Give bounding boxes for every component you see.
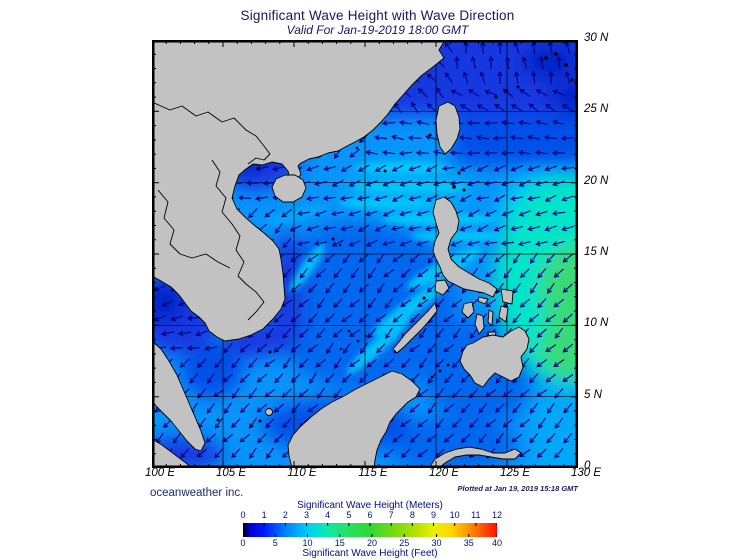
island-dot (554, 52, 558, 56)
island-dot (564, 63, 568, 67)
meters-tick-label: 8 (409, 510, 415, 520)
island-dot (355, 146, 359, 150)
island-dot (383, 169, 387, 173)
island-dot (516, 85, 520, 89)
lat-axis-label: 5 N (584, 388, 602, 401)
feet-tick-label: 25 (399, 538, 410, 548)
land-masbate (477, 296, 489, 305)
feet-tick-label: 0 (240, 538, 246, 548)
legend-title-feet: Significant Wave Height (Feet) (302, 548, 438, 559)
lat-axis-label: 10 N (584, 317, 609, 330)
lat-axis-label: 15 N (584, 245, 609, 258)
land-leyte (498, 305, 509, 323)
lon-axis-label: 115 E (358, 467, 388, 479)
meters-tick-label: 9 (430, 510, 437, 520)
land-palawan (392, 302, 438, 354)
lon-axis-label: 125 E (499, 467, 531, 479)
island-dot (457, 171, 461, 175)
land-negros (474, 313, 485, 335)
lat-axis-label: 30 N (584, 32, 609, 44)
feet-tick-label: 40 (491, 538, 503, 548)
chart-title: Significant Wave Height with Wave Direct… (240, 8, 515, 23)
land-taiwan (435, 101, 461, 155)
meters-tick-label: 0 (240, 510, 246, 520)
meters-tick-label: 6 (367, 510, 373, 520)
land-sulawesi (428, 446, 522, 468)
island-dot (258, 419, 262, 423)
meters-tick-label: 3 (303, 510, 310, 520)
lon-axis-label: 130 E (570, 467, 602, 479)
lon-axis-label: 100 E (144, 467, 176, 479)
island-dot (438, 369, 442, 373)
feet-tick-label: 10 (302, 538, 313, 548)
map-border (152, 40, 578, 468)
meters-tick-label: 2 (282, 510, 288, 520)
island-dot (446, 363, 450, 367)
meters-tick-label: 10 (449, 510, 460, 520)
land-malay-peninsula (152, 340, 206, 452)
island-dot (505, 89, 509, 93)
meters-tick-label: 11 (471, 510, 481, 520)
colorbar-gradient (243, 523, 497, 537)
island-dot (364, 334, 368, 338)
island-dot (452, 185, 456, 189)
land-natuna (265, 408, 273, 416)
lat-axis-label: 0 (584, 459, 591, 472)
country-border-laos-cambodia (211, 159, 265, 321)
lon-axis-label: 120 E (428, 467, 460, 479)
land-masses (152, 40, 530, 468)
feet-tick-label: 35 (463, 538, 474, 548)
meters-tick-label: 12 (491, 510, 503, 520)
credit-text: oceanweather inc. (150, 487, 244, 499)
lon-axis-label: 110 E (287, 467, 317, 479)
island-dot (428, 133, 432, 137)
island-dot (356, 339, 360, 343)
land-hainan (271, 174, 307, 203)
land-panay (461, 301, 475, 319)
island-dot (331, 237, 335, 241)
island-dot (338, 243, 342, 247)
island-dot (347, 329, 351, 333)
land-sumatra (152, 438, 193, 468)
lat-axis-label: 20 N (584, 174, 609, 187)
lon-axis-label: 105 E (215, 467, 247, 479)
island-dot (249, 424, 253, 428)
plotted-timestamp: Plotted at Jan 19, 2019 15:18 GMT (457, 484, 578, 493)
island-dot (216, 418, 220, 422)
land-luzon (432, 196, 498, 298)
land-mindanao (459, 326, 530, 388)
legend-title-meters: Significant Wave Height (Meters) (297, 500, 443, 511)
land-samar (500, 288, 514, 305)
island-dot (422, 296, 426, 300)
island-dot (430, 375, 434, 379)
island-dot (570, 78, 574, 82)
island-dot (462, 188, 466, 192)
meters-tick-label: 4 (325, 510, 331, 520)
feet-tick-label: 20 (367, 538, 378, 548)
land-mindoro (434, 279, 450, 296)
feet-tick-label: 5 (272, 538, 278, 548)
colorbar (243, 523, 497, 537)
land-borneo (287, 370, 421, 468)
meters-tick-label: 5 (346, 510, 352, 520)
map-canvas (152, 40, 578, 468)
island-dot (494, 95, 498, 99)
small-islands (216, 52, 574, 428)
island-dot (339, 347, 343, 351)
lat-axis-label: 25 N (584, 103, 609, 116)
country-border-thailand (157, 189, 231, 269)
feet-tick-label: 30 (431, 538, 442, 548)
island-dot (268, 350, 272, 354)
meters-tick-label: 1 (261, 510, 267, 520)
chart-subtitle: Valid For Jan-19-2019 18:00 GMT (286, 23, 469, 37)
land-cebu (487, 309, 494, 327)
colorbar-ticks (243, 523, 497, 537)
country-border-china-vietnam (152, 101, 271, 165)
meters-tick-label: 7 (388, 510, 394, 520)
feet-tick-label: 15 (334, 538, 345, 548)
island-dot (544, 56, 548, 60)
